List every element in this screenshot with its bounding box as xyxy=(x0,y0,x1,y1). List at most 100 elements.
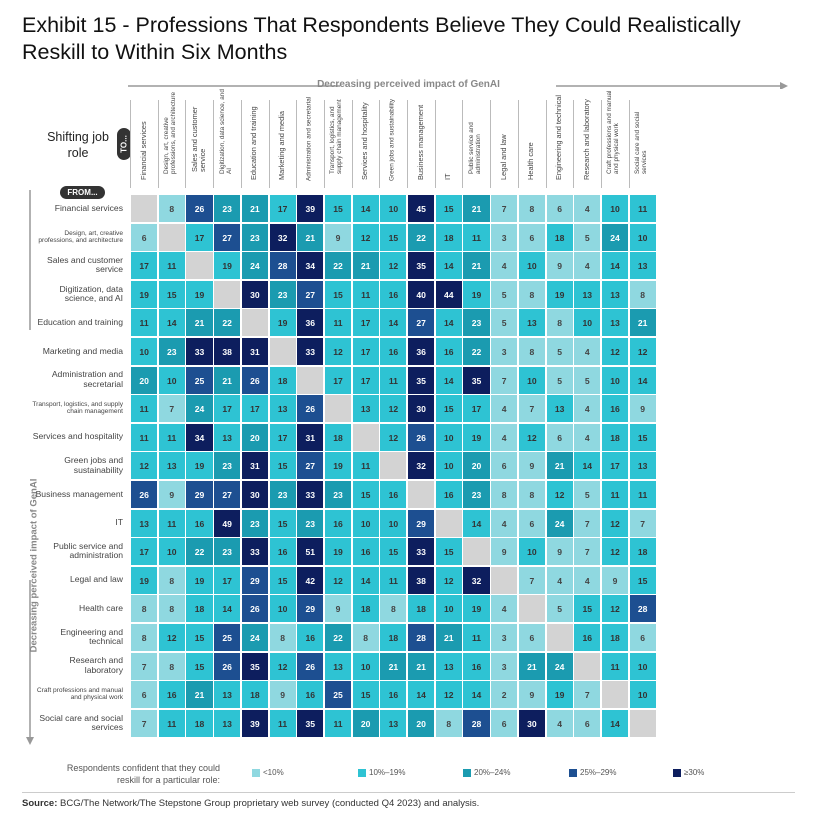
heatmap-cell: 17 xyxy=(130,537,159,567)
heatmap-cell: 24 xyxy=(240,251,269,281)
row-header-social-care-and-social-services: Social care and social services xyxy=(30,709,123,738)
heatmap-cell: 23 xyxy=(462,308,491,338)
column-header-business-management: Business management xyxy=(407,100,434,188)
column-separator xyxy=(490,100,492,188)
heatmap-cell: 6 xyxy=(130,222,159,252)
column-header-label: Health care xyxy=(526,142,536,181)
column-header-label: Business management xyxy=(415,105,425,181)
column-header-it: IT xyxy=(435,100,462,188)
heatmap-cell: 19 xyxy=(545,680,574,710)
column-separator xyxy=(213,100,215,188)
heatmap-cell: 25 xyxy=(213,623,242,653)
to-badge-label: TO... xyxy=(119,135,129,153)
heatmap-cell-empty xyxy=(628,708,657,738)
heatmap-cell: 21 xyxy=(213,365,242,395)
heatmap-cell: 6 xyxy=(628,623,657,653)
row-header-label: Engineering and technical xyxy=(60,626,123,647)
heatmap-cell: 13 xyxy=(517,308,546,338)
legend-swatch xyxy=(673,768,681,777)
legend-item: 25%–29% xyxy=(569,768,616,777)
heatmap-cell: 21 xyxy=(517,651,546,681)
heatmap-cell: 14 xyxy=(351,565,380,595)
column-header-transport-logistics-and-supply-chain-management: Transport, logistics, and supply chain m… xyxy=(324,100,351,188)
row-header-label: Transport, logistics, and supply chain m… xyxy=(32,401,123,416)
row-header-label: Legal and law xyxy=(69,574,123,585)
source-text: BCG/The Network/The Stepstone Group prop… xyxy=(57,798,480,809)
heatmap-cell: 21 xyxy=(434,623,463,653)
heatmap-cell: 15 xyxy=(185,651,214,681)
heatmap-cell: 16 xyxy=(323,508,353,538)
row-header-education-and-training: Education and training xyxy=(30,308,123,337)
row-header-sales-and-customer-service: Sales and customer service xyxy=(30,251,123,280)
heatmap-cell: 14 xyxy=(213,594,242,624)
row-header-business-management: Business management xyxy=(30,480,123,509)
heatmap-cell: 6 xyxy=(573,708,602,738)
heatmap-cell: 16 xyxy=(379,480,408,510)
column-separator xyxy=(157,100,159,188)
column-separator xyxy=(351,100,353,188)
heatmap-cell: 27 xyxy=(296,451,325,481)
heatmap-cell: 4 xyxy=(573,394,602,424)
heatmap-cell: 28 xyxy=(268,251,297,281)
heatmap-cell: 6 xyxy=(490,451,519,481)
heatmap-cell: 35 xyxy=(462,365,491,395)
heatmap-cell: 10 xyxy=(130,337,159,367)
row-header-craft-professions-and-manual-and-physical-work: Craft professions and manual and physica… xyxy=(30,680,123,709)
heatmap-cell-empty xyxy=(517,594,546,624)
heatmap-cell: 15 xyxy=(379,222,408,252)
heatmap-cell: 15 xyxy=(268,451,297,481)
heatmap-cell: 22 xyxy=(213,308,242,338)
heatmap-cell: 24 xyxy=(545,651,574,681)
heatmap-cell: 20 xyxy=(351,708,380,738)
heatmap-cell: 7 xyxy=(573,680,602,710)
heatmap-cell: 13 xyxy=(600,308,630,338)
heatmap-cell: 40 xyxy=(407,279,436,309)
heatmap-cell: 26 xyxy=(185,194,214,224)
heatmap-cell: 26 xyxy=(240,594,269,624)
column-header-digitization-data-science-and-ai: Digitization, data science, and AI xyxy=(213,90,240,188)
heatmap-cell: 8 xyxy=(517,194,546,224)
heatmap-cell: 8 xyxy=(517,337,546,367)
heatmap-cell: 33 xyxy=(407,537,436,567)
heatmap-cell: 14 xyxy=(434,308,463,338)
column-header-label: Transport, logistics, and supply chain m… xyxy=(329,99,344,175)
row-header-marketing-and-media: Marketing and media xyxy=(30,337,123,366)
heatmap-cell: 9 xyxy=(517,451,546,481)
heatmap-cell: 10 xyxy=(434,594,463,624)
heatmap-cell: 10 xyxy=(517,537,546,567)
heatmap-cell: 8 xyxy=(434,708,463,738)
row-header-label: Marketing and media xyxy=(42,345,123,356)
heatmap-cell: 14 xyxy=(462,680,491,710)
heatmap-cell: 16 xyxy=(434,480,463,510)
heatmap-cell: 18 xyxy=(268,365,297,395)
heatmap-cell: 45 xyxy=(407,194,436,224)
heatmap-cell: 39 xyxy=(240,708,269,738)
heatmap-cell: 13 xyxy=(600,279,630,309)
heatmap-cell: 3 xyxy=(490,337,519,367)
heatmap-cell: 21 xyxy=(185,308,214,338)
heatmap-cell: 5 xyxy=(573,222,602,252)
heatmap-cell: 9 xyxy=(268,680,297,710)
legend-item-label: 25%–29% xyxy=(580,768,617,777)
heatmap-cell: 5 xyxy=(573,365,602,395)
column-separator xyxy=(296,100,298,188)
heatmap-cell: 23 xyxy=(213,194,242,224)
heatmap-cell: 18 xyxy=(600,422,630,452)
heatmap-cell: 13 xyxy=(628,251,657,281)
heatmap-cell: 16 xyxy=(351,537,380,567)
heatmap-cell-empty xyxy=(213,279,242,309)
heatmap-cell: 12 xyxy=(130,451,159,481)
heatmap-cell: 18 xyxy=(379,623,408,653)
heatmap-cell: 21 xyxy=(351,251,380,281)
heatmap-cell: 7 xyxy=(490,194,519,224)
heatmap-cell: 5 xyxy=(545,365,574,395)
heatmap-cell: 18 xyxy=(545,222,574,252)
heatmap-cell: 35 xyxy=(407,251,436,281)
left-axis-label: Decreasing perceived impact of GenAI xyxy=(28,478,40,653)
heatmap-cell: 39 xyxy=(296,194,325,224)
column-header-marketing-and-media: Marketing and media xyxy=(269,100,296,188)
heatmap-cell: 15 xyxy=(434,537,463,567)
top-axis-label: Decreasing perceived impact of GenAI xyxy=(317,79,500,90)
heatmap-cell: 10 xyxy=(628,651,657,681)
heatmap-cell: 38 xyxy=(213,337,242,367)
